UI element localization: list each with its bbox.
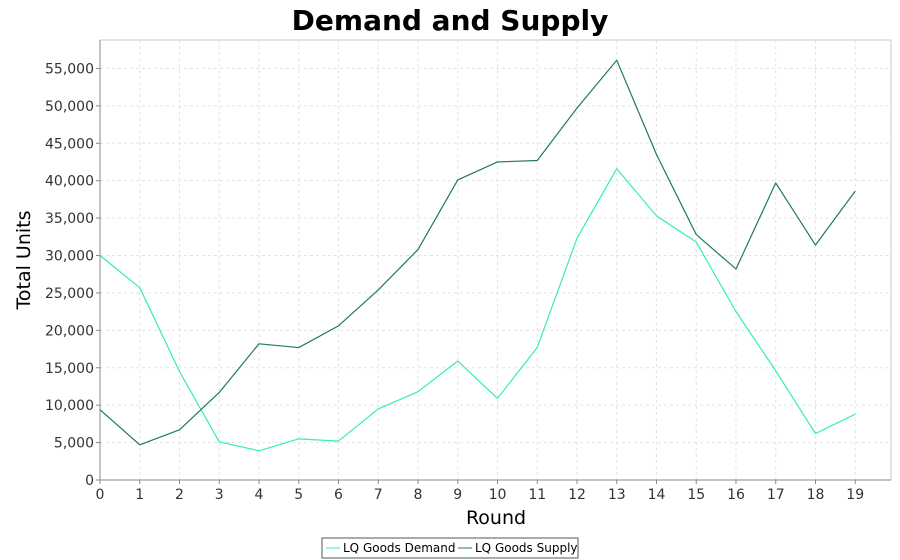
y-tick-label: 25,000 [45, 286, 94, 302]
grid-lines [99, 40, 891, 481]
x-tick-label: 0 [96, 487, 105, 503]
y-tick-label: 0 [85, 473, 94, 489]
x-tick-label: 11 [528, 487, 546, 503]
legend-label-supply: LQ Goods Supply [475, 541, 578, 555]
legend: LQ Goods Demand LQ Goods Supply [321, 537, 579, 559]
x-tick-label: 8 [414, 487, 423, 503]
y-tick-label: 5,000 [54, 436, 94, 452]
axes: 0 5,000 10,000 15,000 20,000 25,000 30,000 35,0… [45, 40, 891, 503]
y-tick-label: 55,000 [45, 61, 94, 77]
y-tick-label: 45,000 [45, 136, 94, 152]
y-tick-label: 50,000 [45, 99, 94, 115]
x-tick-label: 2 [175, 487, 184, 503]
x-tick-label: 13 [608, 487, 626, 503]
x-tick-label: 16 [727, 487, 745, 503]
x-tick-label: 12 [568, 487, 586, 503]
y-tick-label: 30,000 [45, 249, 94, 265]
plot-area [99, 39, 892, 481]
x-tick-label: 4 [255, 487, 264, 503]
chart-title: Demand and Supply [292, 4, 609, 37]
x-axis-title: Round [466, 507, 526, 529]
x-tick-label: 10 [489, 487, 507, 503]
x-tick-label: 17 [767, 487, 785, 503]
x-tick-label: 9 [453, 487, 462, 503]
x-tick-label: 18 [807, 487, 825, 503]
x-tick-label: 7 [374, 487, 383, 503]
x-tick-label: 3 [215, 487, 224, 503]
x-tick-label: 14 [648, 487, 666, 503]
legend-box [321, 537, 579, 559]
y-tick-label: 40,000 [45, 174, 94, 190]
x-tick-label: 19 [846, 487, 864, 503]
y-tick-label: 35,000 [45, 211, 94, 227]
x-tick-label: 1 [135, 487, 144, 503]
y-axis-title: Total Units [13, 211, 35, 311]
series-line-lq-goods-supply [99, 59, 856, 446]
x-tick-label: 15 [687, 487, 705, 503]
x-tick-label: 6 [334, 487, 343, 503]
legend-label-demand: LQ Goods Demand [343, 541, 456, 555]
series-lines [99, 59, 856, 452]
y-tick-label: 15,000 [45, 361, 94, 377]
y-tick-label: 10,000 [45, 398, 94, 414]
series-line-lq-goods-demand [99, 168, 856, 452]
x-tick-label: 5 [294, 487, 303, 503]
y-tick-label: 20,000 [45, 323, 94, 339]
